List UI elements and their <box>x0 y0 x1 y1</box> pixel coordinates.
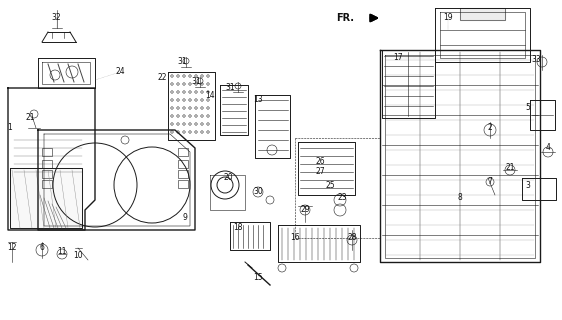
Text: 5: 5 <box>525 103 531 113</box>
Text: FR.: FR. <box>336 13 354 23</box>
Text: 10: 10 <box>73 252 83 260</box>
Bar <box>178 160 188 168</box>
Text: 17: 17 <box>393 53 403 62</box>
Text: 31: 31 <box>225 84 235 92</box>
Text: 19: 19 <box>443 13 453 22</box>
Text: 16: 16 <box>290 234 300 243</box>
Text: 33: 33 <box>531 55 541 65</box>
Bar <box>178 180 188 188</box>
Text: 31: 31 <box>191 77 201 86</box>
Text: 20: 20 <box>223 173 233 182</box>
Text: 29: 29 <box>300 205 310 214</box>
Text: 9: 9 <box>183 213 188 222</box>
Text: 32: 32 <box>51 13 61 22</box>
Text: 21: 21 <box>505 164 515 172</box>
Text: 24: 24 <box>115 68 125 76</box>
Text: 2: 2 <box>488 124 492 132</box>
Text: 7: 7 <box>488 178 492 187</box>
Text: 12: 12 <box>7 244 17 252</box>
Text: 1: 1 <box>8 124 12 132</box>
Text: 21: 21 <box>25 114 35 123</box>
Text: 13: 13 <box>253 95 263 105</box>
Text: 11: 11 <box>57 247 67 257</box>
Text: 15: 15 <box>253 274 263 283</box>
Bar <box>178 170 188 178</box>
Polygon shape <box>460 8 505 20</box>
Bar <box>42 160 52 168</box>
Text: 8: 8 <box>457 194 463 203</box>
Text: 22: 22 <box>157 74 167 83</box>
Text: 18: 18 <box>233 223 243 233</box>
Text: 4: 4 <box>546 143 550 153</box>
Text: 3: 3 <box>525 180 531 189</box>
Bar <box>42 180 52 188</box>
Text: 14: 14 <box>205 92 215 100</box>
Bar <box>178 148 188 156</box>
Text: 25: 25 <box>325 180 335 189</box>
Text: 28: 28 <box>347 234 357 243</box>
Bar <box>42 170 52 178</box>
Text: 31: 31 <box>177 58 187 67</box>
Text: 27: 27 <box>315 167 325 177</box>
Text: 30: 30 <box>253 188 263 196</box>
Text: 23: 23 <box>337 194 347 203</box>
Text: 6: 6 <box>39 244 44 252</box>
Bar <box>42 148 52 156</box>
Polygon shape <box>10 168 82 228</box>
Text: 26: 26 <box>315 157 325 166</box>
